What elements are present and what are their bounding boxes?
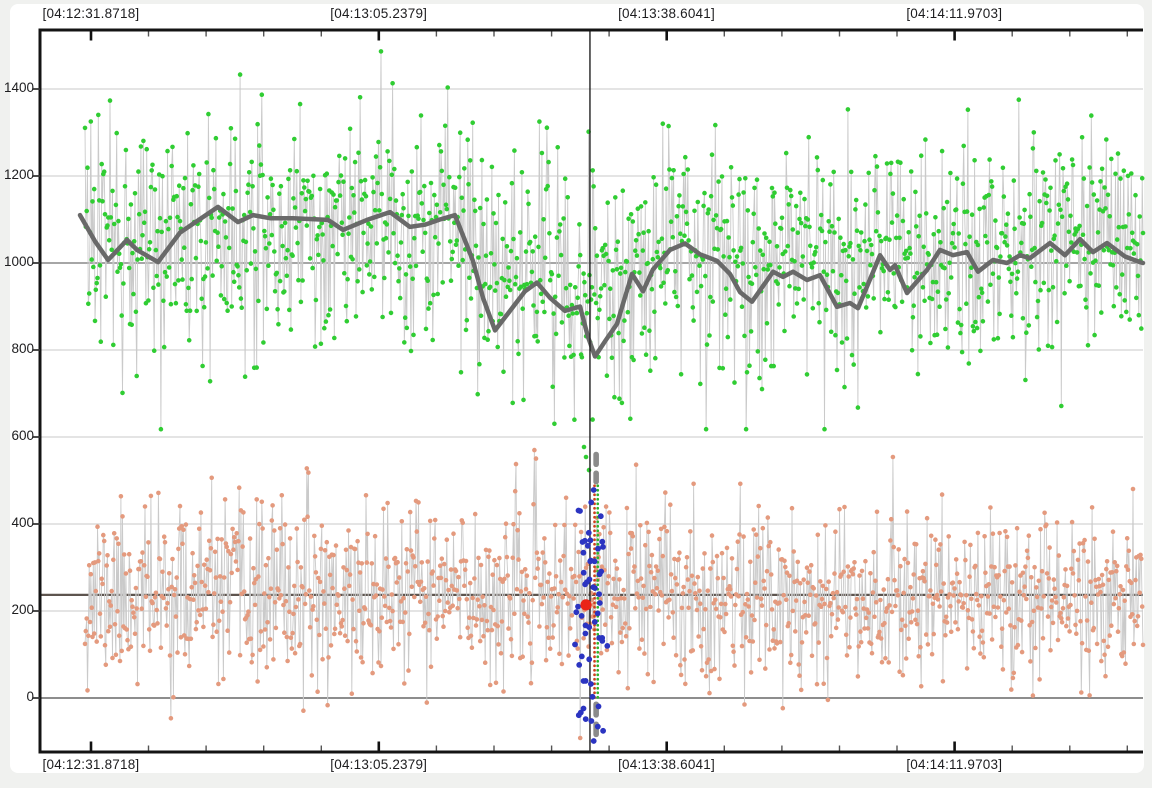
y-axis-tick-label: 1000 xyxy=(3,254,34,269)
y-axis-tick-label: 1400 xyxy=(3,80,34,95)
lower-series-points xyxy=(82,447,1146,741)
event-strip-dash xyxy=(593,470,599,485)
x-axis-major-ticks xyxy=(89,31,956,751)
plot-background xyxy=(10,4,1144,773)
y-axis-tick-label: 400 xyxy=(11,515,34,530)
blue-cluster-points xyxy=(572,487,611,744)
y-axis-tick-label: 0 xyxy=(26,689,34,704)
axes-spines xyxy=(38,28,1143,754)
top-axis-time-label: [04:13:38.6041] xyxy=(618,6,715,21)
bottom-axis-time-label: [04:12:31.8718] xyxy=(42,757,140,772)
selected-point-marker[interactable] xyxy=(580,599,592,611)
top-axis-time-label: [04:13:05.2379] xyxy=(330,6,428,21)
top-axis-time-label: [04:14:11.9703] xyxy=(906,6,1003,21)
moving-average-line xyxy=(77,204,1146,359)
y-axis-tick-label: 1200 xyxy=(3,167,34,182)
bottom-axis-time-label: [04:14:11.9703] xyxy=(906,757,1003,772)
event-strip-dash xyxy=(593,451,599,468)
upper-series-stems xyxy=(84,51,1144,430)
x-axis-minor-ticks xyxy=(147,31,1128,751)
bottom-axis-time-label: [04:13:38.6041] xyxy=(618,757,715,772)
upper-series-points xyxy=(82,49,1146,473)
y-axis-ticks xyxy=(33,88,40,699)
top-axis-time-label: [04:12:31.8718] xyxy=(42,6,140,21)
y-axis-tick-label: 200 xyxy=(11,602,34,617)
y-axis-tick-label: 600 xyxy=(11,428,34,443)
bottom-axis-time-label: [04:13:05.2379] xyxy=(330,757,428,772)
lower-series-stems xyxy=(84,450,1144,739)
y-axis-tick-label: 800 xyxy=(11,341,34,356)
